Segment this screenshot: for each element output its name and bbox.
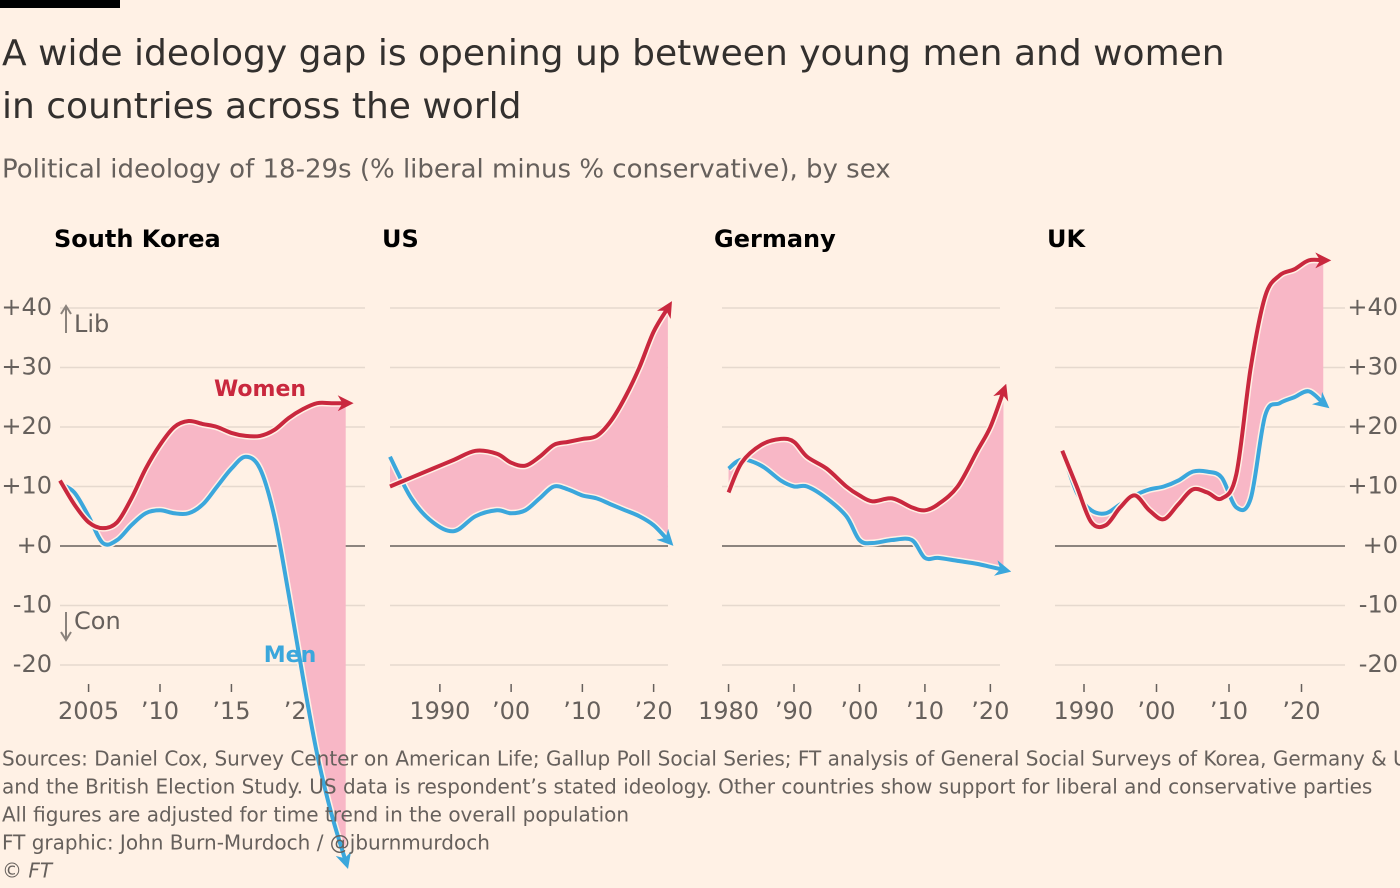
con-label: Con (74, 607, 121, 635)
x-tick-label: ’20 (635, 697, 673, 725)
y-tick-label: -20 (1359, 650, 1398, 678)
plots: South Korea -20 -10 +0 +10 +20 +30 +40 2005 ’10 ’1… (1, 225, 1398, 870)
x-tick-label: ’00 (840, 697, 878, 725)
x-tick-label: ’10 (563, 697, 601, 725)
y-tick-label: -10 (13, 591, 52, 619)
gap-area (728, 391, 1004, 570)
gap-area (390, 308, 668, 541)
x-tick-label: 1990 (409, 697, 470, 725)
line (1060, 389, 1330, 516)
y-tick-label: +0 (1363, 531, 1398, 559)
line-label: Men (264, 643, 316, 668)
x-tick-label: ’10 (141, 697, 179, 725)
line-label: Women (214, 377, 306, 402)
x-tick-label: ’15 (212, 697, 250, 725)
lib-arrow (60, 304, 72, 333)
gap-area (60, 402, 346, 862)
line (58, 454, 352, 870)
y-tick-label: +0 (17, 531, 52, 559)
lib-label: Lib (74, 310, 109, 338)
x-tick-label: 1980 (698, 697, 759, 725)
panel-title: South Korea (54, 225, 221, 253)
panel-title: Germany (714, 225, 836, 253)
y-tick-label: +30 (1347, 353, 1398, 381)
title: A wide ideology gap is opening up betwee… (2, 33, 1225, 74)
y-tick-label: +10 (1, 472, 52, 500)
title: in countries across the world (2, 86, 521, 127)
x-tick-label: ’10 (1210, 697, 1248, 725)
subtitle: Political ideology of 18-29s (% liberal … (2, 155, 891, 185)
x-tick-label: ’90 (775, 697, 813, 725)
source: All figures are adjusted for time trend … (2, 803, 629, 827)
y-tick-label: +10 (1347, 472, 1398, 500)
y-tick-label: +20 (1347, 412, 1398, 440)
brand-bar (0, 0, 120, 8)
y-tick-label: +40 (1, 293, 52, 321)
credit: FT graphic: John Burn-Murdoch / @jburnmu… (2, 831, 490, 855)
x-tick-label: ’00 (492, 697, 530, 725)
y-tick-label: +40 (1347, 293, 1398, 321)
source: and the British Election Study. US data … (2, 775, 1372, 799)
line (58, 395, 354, 531)
line (727, 457, 1012, 576)
y-tick-label: -10 (1359, 591, 1398, 619)
line (389, 301, 672, 489)
x-tick-label: 1990 (1053, 697, 1114, 725)
x-tick-label: ’20 (1282, 697, 1320, 725)
y-tick-label: +30 (1, 353, 52, 381)
x-tick-label: ’20 (971, 697, 1009, 725)
line (1060, 252, 1332, 530)
panel-title: US (382, 225, 419, 253)
con-arrow (60, 612, 72, 642)
line (726, 383, 1009, 513)
halo (1058, 387, 1326, 518)
y-tick-label: +20 (1, 412, 52, 440)
y-tick-label: -20 (13, 650, 52, 678)
line (388, 455, 674, 546)
panel-title: UK (1047, 225, 1086, 253)
x-tick-label: ’10 (906, 697, 944, 725)
x-tick-label: 2005 (58, 697, 119, 725)
x-tick-label: ’00 (1137, 697, 1175, 725)
source: Sources: Daniel Cox, Survey Center on Am… (2, 747, 1400, 771)
copyright: © FT (2, 859, 54, 883)
